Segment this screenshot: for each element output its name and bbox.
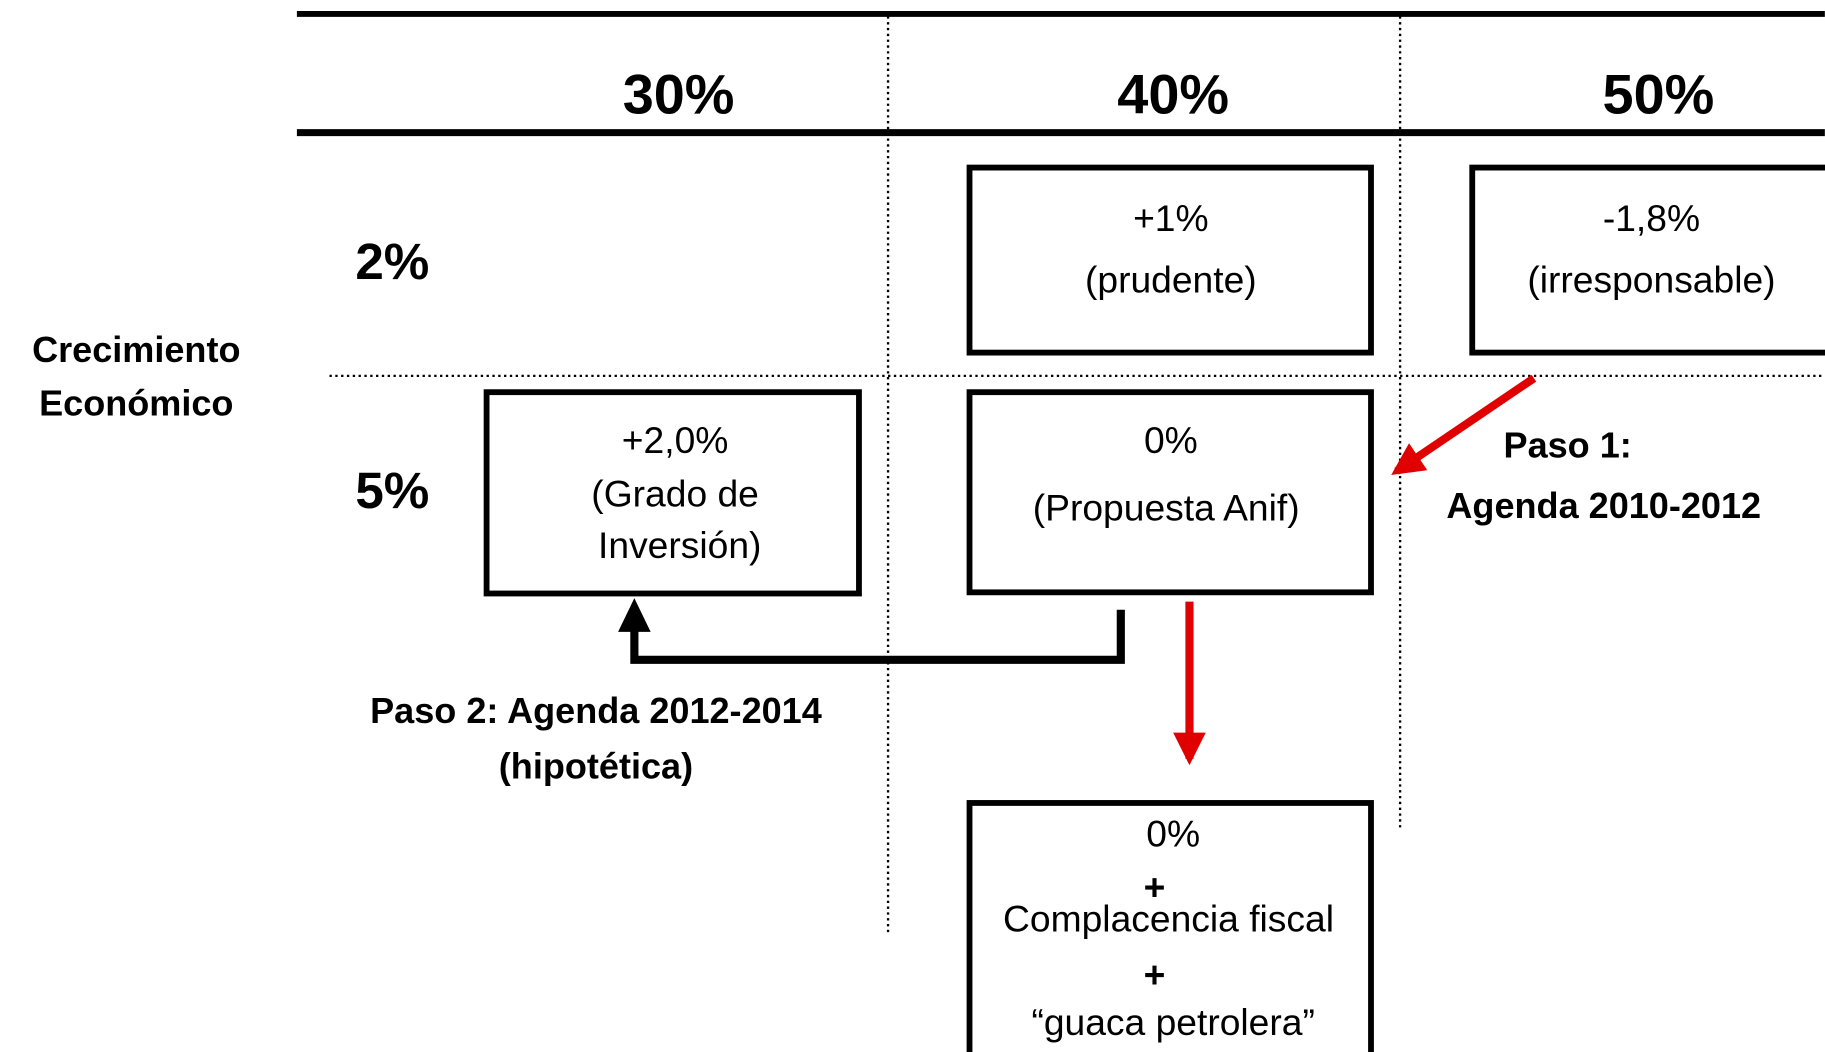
scenario-box [966,164,1374,356]
scenario-box [1469,164,1825,356]
box-text: 0% [1144,419,1198,461]
step-label: Paso 1: [1504,425,1632,466]
column-header: 30% [623,63,735,126]
box-text: Complacencia fiscal [1003,897,1334,939]
box-text: + [1144,866,1166,908]
box-text: 0% [1146,813,1200,855]
row-axis-label: Económico [39,383,233,424]
step-arrow [630,609,1125,664]
box-text: (prudente) [1085,259,1257,301]
step-label: (hipotética) [499,746,693,787]
scenario-box [483,389,862,597]
row-header: 5% [355,462,429,519]
box-text: “guaca petrolera” [1031,1001,1314,1043]
scenario-box [966,389,1374,596]
box-text: +2,0% [622,419,729,461]
box-text: (Grado de [591,473,759,515]
column-header: 40% [1117,63,1229,126]
box-text: Inversión) [598,524,761,566]
step-arrow [1391,374,1537,475]
box-text: +1% [1133,197,1209,239]
row-header: 2% [355,233,429,290]
column-header: 50% [1603,63,1715,126]
box-text: -1,8% [1603,197,1700,239]
box-text: + [1144,953,1166,995]
box-text: (irresponsable) [1527,259,1775,301]
step-label: Agenda 2010-2012 [1446,485,1761,526]
arrow-head [618,598,651,632]
scenario-box [966,800,1374,1052]
step-label: Paso 2: Agenda 2012-2014 [370,690,822,731]
row-axis-label: Crecimiento [32,329,240,370]
box-text: (Propuesta Anif) [1033,487,1300,529]
